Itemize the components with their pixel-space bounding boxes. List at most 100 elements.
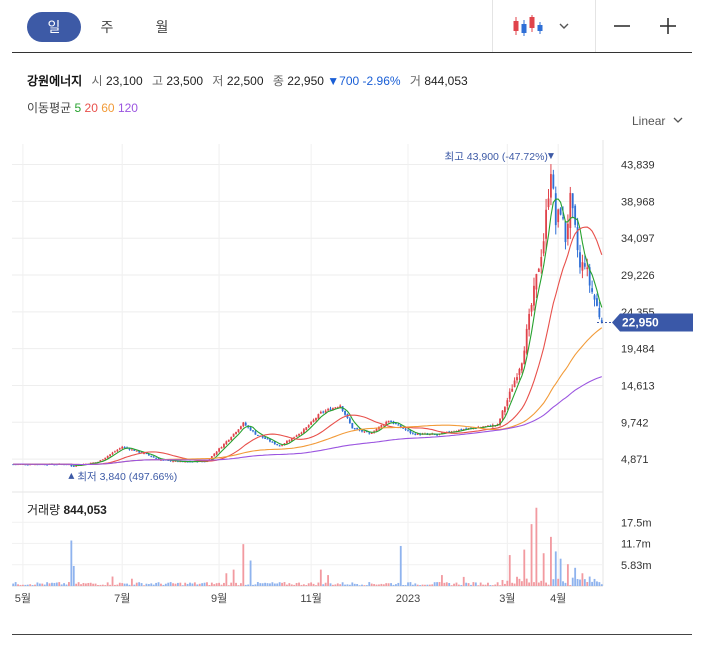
x-tick-label: 7월 [114, 592, 130, 605]
volume-bar [470, 584, 472, 586]
volume-bar [29, 584, 32, 586]
volume-bar [140, 583, 143, 586]
volume-bar [518, 578, 521, 586]
tab-monthly[interactable]: 월 [155, 19, 169, 35]
candle-body [559, 208, 562, 215]
volume-bar [286, 584, 288, 586]
plus-icon [660, 18, 676, 34]
volume-bar [334, 584, 337, 586]
volume-bar [365, 585, 368, 586]
candle-body [457, 429, 460, 432]
volume-bar [506, 580, 509, 586]
chart-type-select[interactable] [502, 0, 582, 52]
volume-bar [503, 583, 506, 586]
volume-bar [232, 569, 235, 586]
ma120-label: 120 [117, 101, 138, 115]
volume-bar [586, 582, 589, 586]
candle-body [506, 400, 509, 406]
volume-bar [414, 583, 417, 586]
zoom-out-button[interactable] [602, 0, 642, 52]
candle-body [322, 411, 325, 413]
candle-body [566, 223, 569, 240]
candle-body [114, 451, 116, 453]
volume-bar [453, 583, 455, 586]
tab-weekly[interactable]: 주 [100, 19, 114, 35]
volume-bar [256, 582, 259, 586]
minus-icon [614, 25, 630, 27]
candle-body [242, 422, 245, 427]
candle-body [249, 427, 252, 431]
volume-bar [14, 582, 17, 586]
candle-body [99, 460, 102, 462]
volume-bar [535, 507, 538, 586]
candle-body [278, 445, 281, 447]
volume-bar [443, 582, 446, 586]
volume-bar [237, 585, 240, 586]
candle-body [232, 433, 235, 437]
candle-body [244, 422, 247, 426]
volume-bar [169, 582, 172, 586]
volume-bar [421, 584, 424, 586]
volume-bar [143, 585, 145, 586]
ma-legend-label: 이동평균 [27, 101, 72, 115]
candle-body [298, 433, 300, 436]
volume-bar [290, 584, 293, 586]
bottom-divider [12, 634, 692, 635]
candle-body [361, 429, 363, 432]
volume-bar [208, 584, 211, 586]
candle-body [317, 414, 320, 419]
volume-bar [38, 583, 41, 586]
volume-bar [278, 582, 281, 586]
candle-body [273, 441, 276, 445]
candle-body [290, 437, 293, 441]
volume-bar [566, 564, 569, 586]
volume-bar [399, 545, 402, 586]
candle-body [53, 464, 56, 466]
volume-bar [130, 578, 133, 586]
volume-bar [411, 584, 414, 586]
high-value: 23,500 [166, 74, 204, 88]
ma20-line [13, 226, 603, 466]
candle-body [261, 435, 264, 438]
candle-body [172, 461, 174, 463]
candle-body [104, 457, 107, 460]
volume-bar [26, 584, 29, 586]
candle-body [334, 407, 337, 409]
volume-bar [21, 584, 24, 586]
volume-bar [17, 584, 19, 586]
volume-bar [479, 582, 482, 586]
close-value: 22,950 [287, 74, 324, 88]
candle-body [503, 407, 506, 413]
candle-body [281, 445, 283, 447]
candle-body [394, 423, 397, 425]
tab-daily[interactable]: 일 [27, 12, 81, 42]
candle-body [593, 295, 596, 300]
volume-bar [310, 582, 313, 586]
volume-bar [373, 584, 376, 586]
volume-bar [319, 569, 322, 586]
volume-bar [356, 584, 359, 586]
candle-body [380, 425, 383, 428]
candle-body [465, 428, 468, 430]
volume-bar [513, 583, 516, 586]
volume-bar [111, 576, 114, 586]
volume-bar [300, 584, 303, 586]
scale-select[interactable]: Linear [632, 114, 684, 128]
volume-bar [121, 583, 124, 586]
y-tick-label: 9,742 [621, 417, 649, 429]
volume-bar [34, 584, 36, 586]
volume-bar [31, 585, 34, 586]
candle-body [300, 432, 303, 434]
volume-bar [496, 582, 499, 586]
candle-body [588, 267, 591, 286]
volume-title: 거래량 844,053 [27, 503, 107, 517]
volume-bar [465, 582, 468, 586]
volume-bar [445, 582, 448, 586]
candle-body [121, 446, 124, 449]
candle-body [123, 446, 126, 448]
candle-body [586, 267, 589, 270]
candle-body [375, 428, 378, 432]
candle-body [547, 198, 550, 208]
zoom-in-button[interactable] [648, 0, 688, 52]
